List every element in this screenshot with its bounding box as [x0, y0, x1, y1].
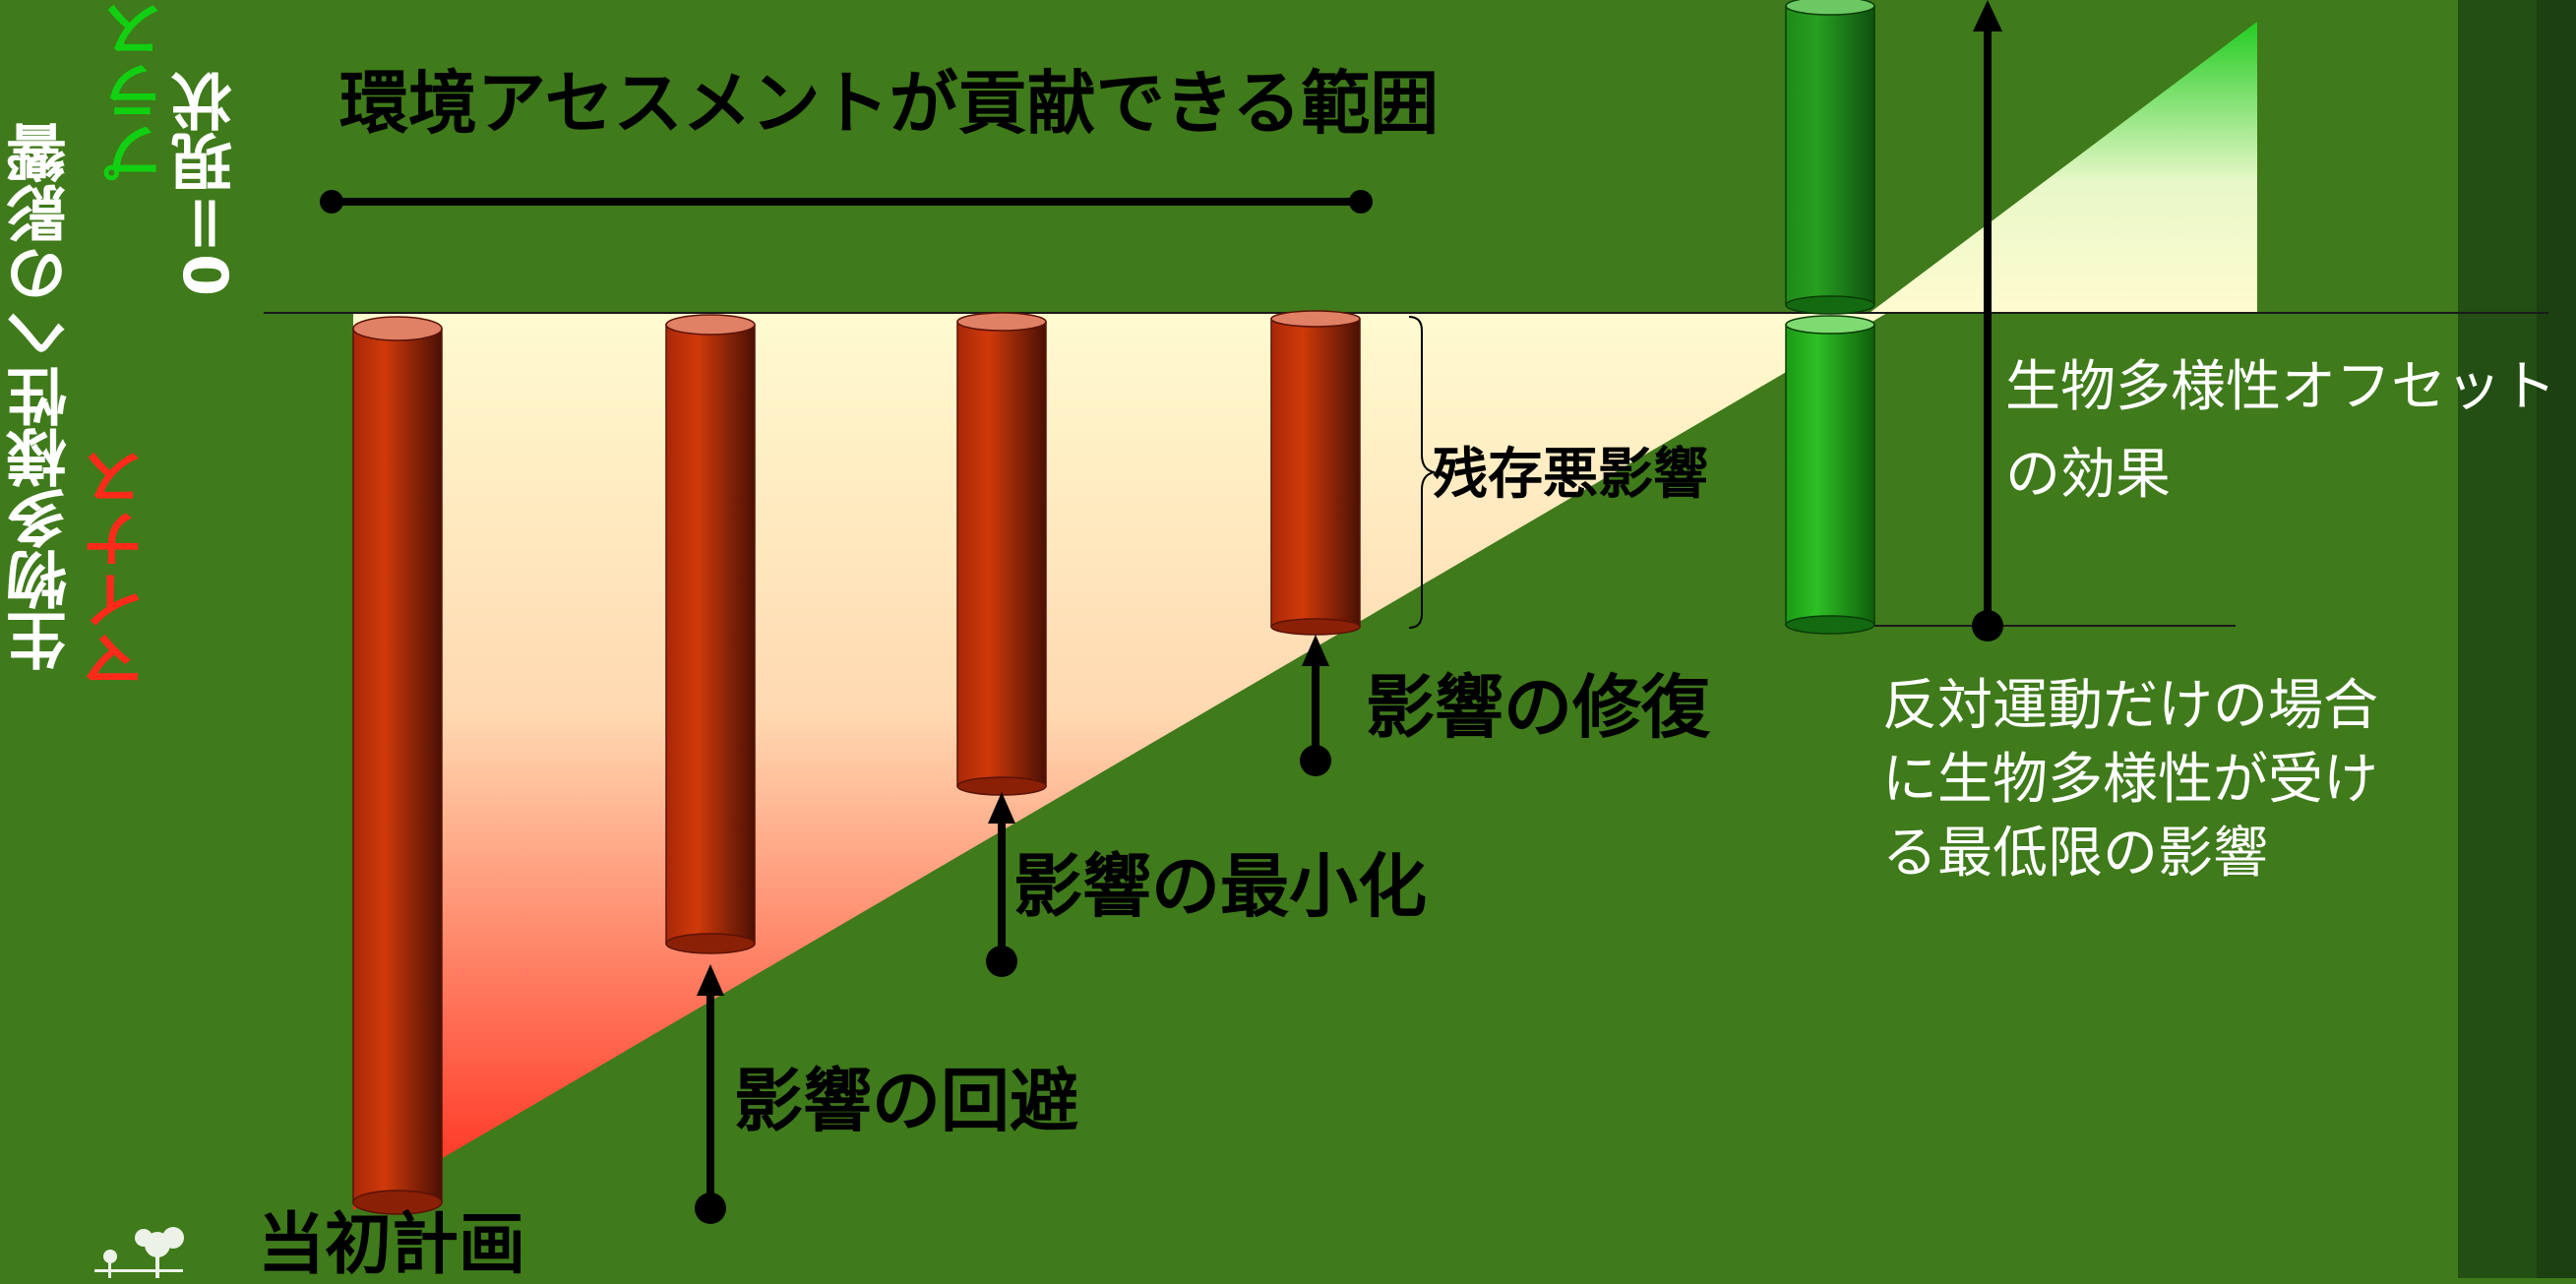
stage-label-avoidance: 影響の回避: [734, 1061, 1078, 1141]
min-impact-line3: る最低限の影響: [1882, 822, 2268, 886]
impact-bar-restoration: [1270, 310, 1361, 636]
axis-title: 生物多様性への影響: [6, 122, 78, 671]
stage-label-minimization: 影響の最小化: [1013, 846, 1427, 927]
arrow-avoidance: [695, 964, 726, 1224]
scope-end-dot: [1349, 190, 1373, 214]
min-impact-line2: に生物多様性が受け: [1882, 748, 2378, 812]
plus-label: プラス: [102, 0, 174, 183]
min-impact-line1: 反対運動だけの場合: [1882, 674, 2378, 738]
residual-label: 残存悪影響: [1433, 443, 1708, 507]
arrow-minimization: [986, 792, 1017, 977]
offset-bar-upper: [1785, 0, 1875, 315]
impact-bar-minimization: [956, 312, 1047, 796]
impact-bar-initial: [352, 316, 443, 1215]
offset-benefit-area: [1870, 22, 2257, 313]
zero-label: 0＝現状: [171, 71, 243, 297]
offset-bar-lower: [1785, 315, 1875, 635]
offset-label-line1: 生物多様性オフセット: [2005, 355, 2556, 419]
stage-label-initial: 当初計画: [258, 1206, 526, 1284]
tree-icon: [94, 1227, 184, 1278]
edge-stripe: [2458, 0, 2537, 1278]
arrow-offset-effect: [1972, 0, 2003, 642]
scope-start-dot: [320, 190, 343, 214]
minus-label: マイナス: [83, 448, 154, 692]
stage-label-restoration: 影響の修復: [1366, 667, 1710, 748]
scope-label: 環境アセスメントが貢献できる範囲: [339, 63, 1440, 144]
arrow-restoration: [1300, 635, 1331, 776]
offset-label-line2: の効果: [2005, 443, 2171, 507]
residual-brace: [1408, 316, 1436, 629]
impact-bar-avoidance: [665, 314, 756, 954]
edge-stripe-dark: [2537, 0, 2576, 1278]
